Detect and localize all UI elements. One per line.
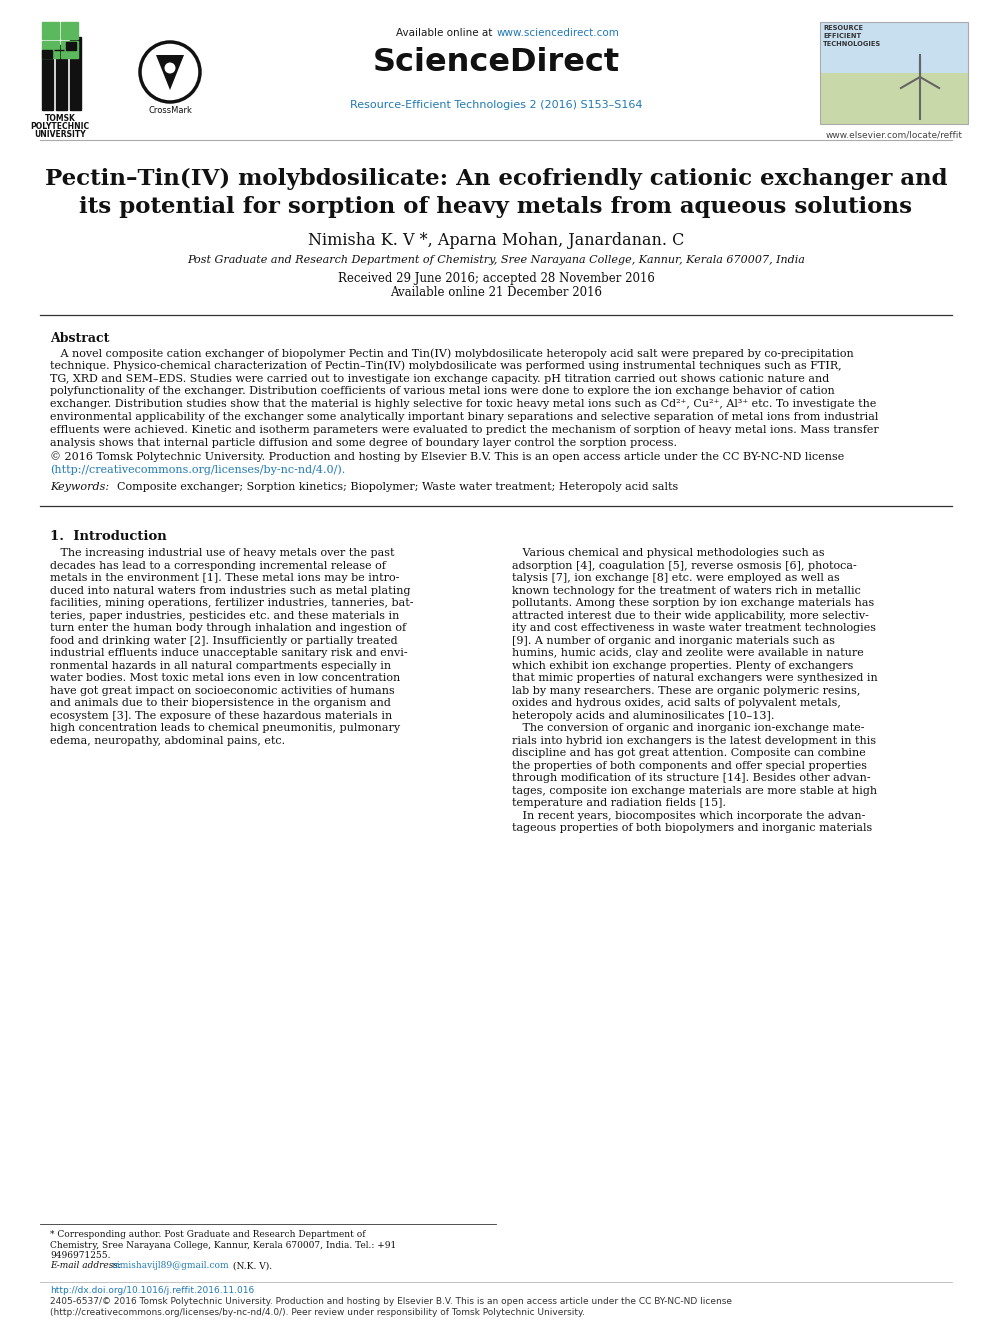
Text: TOMSK: TOMSK [45, 114, 75, 123]
Text: Post Graduate and Research Department of Chemistry, Sree Narayana College, Kannu: Post Graduate and Research Department of… [187, 255, 805, 265]
Text: E-mail address:: E-mail address: [50, 1262, 124, 1270]
Text: food and drinking water [2]. Insufficiently or partially treated: food and drinking water [2]. Insufficien… [50, 635, 398, 646]
Circle shape [165, 62, 176, 74]
Text: (http://creativecommons.org/licenses/by-nc-nd/4.0/). Peer review under responsib: (http://creativecommons.org/licenses/by-… [50, 1308, 585, 1316]
Text: pollutants. Among these sorption by ion exchange materials has: pollutants. Among these sorption by ion … [512, 598, 874, 609]
Text: high concentration leads to chemical pneumonitis, pulmonary: high concentration leads to chemical pne… [50, 722, 400, 733]
Text: ecosystem [3]. The exposure of these hazardous materials in: ecosystem [3]. The exposure of these haz… [50, 710, 392, 721]
Text: (http://creativecommons.org/licenses/by-nc-nd/4.0/).: (http://creativecommons.org/licenses/by-… [50, 464, 345, 475]
Text: industrial effluents induce unacceptable sanitary risk and envi-: industrial effluents induce unacceptable… [50, 648, 408, 658]
Text: technique. Physico-chemical characterization of Pectin–Tin(IV) molybdosilicate w: technique. Physico-chemical characteriza… [50, 361, 841, 372]
Text: The conversion of organic and inorganic ion-exchange mate-: The conversion of organic and inorganic … [512, 722, 864, 733]
Text: the properties of both components and offer special properties: the properties of both components and of… [512, 761, 867, 770]
Text: 9496971255.: 9496971255. [50, 1252, 110, 1259]
Text: environmental applicability of the exchanger some analytically important binary : environmental applicability of the excha… [50, 411, 878, 422]
Text: 1.  Introduction: 1. Introduction [50, 531, 167, 542]
Text: * Corresponding author. Post Graduate and Research Department of: * Corresponding author. Post Graduate an… [50, 1230, 365, 1240]
Text: metals in the environment [1]. These metal ions may be intro-: metals in the environment [1]. These met… [50, 573, 400, 583]
Bar [61, 22, 78, 38]
Text: tageous properties of both biopolymers and inorganic materials: tageous properties of both biopolymers a… [512, 823, 872, 833]
Bar [820, 22, 968, 73]
Text: duced into natural waters from industries such as metal plating: duced into natural waters from industrie… [50, 586, 411, 595]
Text: (N.K. V).: (N.K. V). [230, 1262, 272, 1270]
Bar [42, 41, 59, 58]
Text: have got great impact on socioeconomic activities of humans: have got great impact on socioeconomic a… [50, 685, 395, 696]
Text: known technology for the treatment of waters rich in metallic: known technology for the treatment of wa… [512, 586, 861, 595]
Text: ity and cost effectiveness in waste water treatment technologies: ity and cost effectiveness in waste wate… [512, 623, 876, 632]
Text: POLYTECHNIC: POLYTECHNIC [31, 122, 89, 131]
Text: oxides and hydrous oxides, acid salts of polyvalent metals,: oxides and hydrous oxides, acid salts of… [512, 699, 841, 708]
Text: www.elsevier.com/locate/reffit: www.elsevier.com/locate/reffit [825, 130, 962, 139]
Text: decades has lead to a corresponding incremental release of: decades has lead to a corresponding incr… [50, 561, 386, 570]
Text: its potential for sorption of heavy metals from aqueous solutions: its potential for sorption of heavy meta… [79, 196, 913, 218]
Text: adsorption [4], coagulation [5], reverse osmosis [6], photoca-: adsorption [4], coagulation [5], reverse… [512, 561, 857, 570]
Text: polyfunctionality of the exchanger. Distribution coefficients of various metal i: polyfunctionality of the exchanger. Dist… [50, 386, 834, 397]
Text: water bodies. Most toxic metal ions even in low concentration: water bodies. Most toxic metal ions even… [50, 673, 400, 683]
Text: Resource-Efficient Technologies 2 (2016) S153–S164: Resource-Efficient Technologies 2 (2016)… [350, 101, 642, 110]
Text: ronmental hazards in all natural compartments especially in: ronmental hazards in all natural compart… [50, 660, 391, 671]
Text: through modification of its structure [14]. Besides other advan-: through modification of its structure [1… [512, 773, 871, 783]
Text: © 2016 Tomsk Polytechnic University. Production and hosting by Elsevier B.V. Thi: © 2016 Tomsk Polytechnic University. Pro… [50, 451, 844, 462]
Text: exchanger. Distribution studies show that the material is highly selective for t: exchanger. Distribution studies show tha… [50, 400, 876, 409]
Text: The increasing industrial use of heavy metals over the past: The increasing industrial use of heavy m… [50, 548, 395, 558]
Text: Available online 21 December 2016: Available online 21 December 2016 [390, 286, 602, 299]
Text: Nimisha K. V *, Aparna Mohan, Janardanan. C: Nimisha K. V *, Aparna Mohan, Janardanan… [308, 232, 684, 249]
Text: In recent years, biocomposites which incorporate the advan-: In recent years, biocomposites which inc… [512, 811, 865, 820]
Text: www.sciencedirect.com: www.sciencedirect.com [497, 28, 620, 38]
Text: [9]. A number of organic and inorganic materials such as: [9]. A number of organic and inorganic m… [512, 635, 835, 646]
Text: turn enter the human body through inhalation and ingestion of: turn enter the human body through inhala… [50, 623, 406, 632]
Text: talysis [7], ion exchange [8] etc. were employed as well as: talysis [7], ion exchange [8] etc. were … [512, 573, 840, 583]
Bar [61, 41, 78, 58]
Text: TECHNOLOGIES: TECHNOLOGIES [823, 41, 881, 48]
Text: facilities, mining operations, fertilizer industries, tanneries, bat-: facilities, mining operations, fertilize… [50, 598, 414, 609]
Text: UNIVERSITY: UNIVERSITY [34, 130, 86, 139]
Text: heteropoly acids and aluminosilicates [10–13].: heteropoly acids and aluminosilicates [1… [512, 710, 775, 721]
Text: Chemistry, Sree Narayana College, Kannur, Kerala 670007, India. Tel.: +91: Chemistry, Sree Narayana College, Kannur… [50, 1241, 396, 1249]
Text: Received 29 June 2016; accepted 28 November 2016: Received 29 June 2016; accepted 28 Novem… [337, 273, 655, 284]
Bar [70, 37, 81, 110]
Bar [820, 73, 968, 124]
Text: http://dx.doi.org/10.1016/j.reffit.2016.11.016: http://dx.doi.org/10.1016/j.reffit.2016.… [50, 1286, 254, 1295]
Text: A novel composite cation exchanger of biopolymer Pectin and Tin(IV) molybdosilic: A novel composite cation exchanger of bi… [50, 348, 854, 359]
Text: Various chemical and physical methodologies such as: Various chemical and physical methodolog… [512, 548, 824, 558]
Text: CrossMark: CrossMark [148, 106, 191, 115]
Bar [820, 22, 968, 124]
Text: temperature and radiation fields [15].: temperature and radiation fields [15]. [512, 798, 726, 808]
Text: Composite exchanger; Sorption kinetics; Biopolymer; Waste water treatment; Heter: Composite exchanger; Sorption kinetics; … [110, 482, 679, 492]
Text: Abstract: Abstract [50, 332, 109, 345]
Text: discipline and has got great attention. Composite can combine: discipline and has got great attention. … [512, 747, 866, 758]
Text: nimishavijl89@gmail.com: nimishavijl89@gmail.com [112, 1262, 229, 1270]
Text: RESOURCE: RESOURCE [823, 25, 863, 30]
Bar [66, 42, 76, 50]
Polygon shape [156, 56, 184, 90]
Text: 2405-6537/© 2016 Tomsk Polytechnic University. Production and hosting by Elsevie: 2405-6537/© 2016 Tomsk Polytechnic Unive… [50, 1297, 732, 1306]
Text: attracted interest due to their wide applicability, more selectiv-: attracted interest due to their wide app… [512, 610, 869, 620]
Text: which exhibit ion exchange properties. Plenty of exchangers: which exhibit ion exchange properties. P… [512, 660, 853, 671]
Text: teries, paper industries, pesticides etc. and these materials in: teries, paper industries, pesticides etc… [50, 610, 400, 620]
Text: tages, composite ion exchange materials are more stable at high: tages, composite ion exchange materials … [512, 786, 877, 795]
Bar [56, 45, 67, 110]
Text: effluents were achieved. Kinetic and isotherm parameters were evaluated to predi: effluents were achieved. Kinetic and iso… [50, 425, 879, 435]
Bar [42, 22, 59, 38]
Text: EFFICIENT: EFFICIENT [823, 33, 861, 38]
Text: lab by many researchers. These are organic polymeric resins,: lab by many researchers. These are organ… [512, 685, 860, 696]
Text: humins, humic acids, clay and zeolite were available in nature: humins, humic acids, clay and zeolite we… [512, 648, 864, 658]
Bar [42, 50, 52, 58]
Bar [42, 58, 53, 110]
Text: analysis shows that internal particle diffusion and some degree of boundary laye: analysis shows that internal particle di… [50, 438, 677, 447]
Text: TG, XRD and SEM–EDS. Studies were carried out to investigate ion exchange capaci: TG, XRD and SEM–EDS. Studies were carrie… [50, 373, 829, 384]
Text: that mimic properties of natural exchangers were synthesized in: that mimic properties of natural exchang… [512, 673, 878, 683]
Text: rials into hybrid ion exchangers is the latest development in this: rials into hybrid ion exchangers is the … [512, 736, 876, 745]
Text: edema, neuropathy, abdominal pains, etc.: edema, neuropathy, abdominal pains, etc. [50, 736, 285, 745]
Text: and animals due to their biopersistence in the organism and: and animals due to their biopersistence … [50, 699, 391, 708]
Text: ScienceDirect: ScienceDirect [372, 48, 620, 78]
Text: Pectin–Tin(IV) molybdosilicate: An ecofriendly cationic exchanger and: Pectin–Tin(IV) molybdosilicate: An ecofr… [45, 168, 947, 191]
Text: Keywords:: Keywords: [50, 482, 109, 492]
Text: Available online at: Available online at [397, 28, 496, 38]
